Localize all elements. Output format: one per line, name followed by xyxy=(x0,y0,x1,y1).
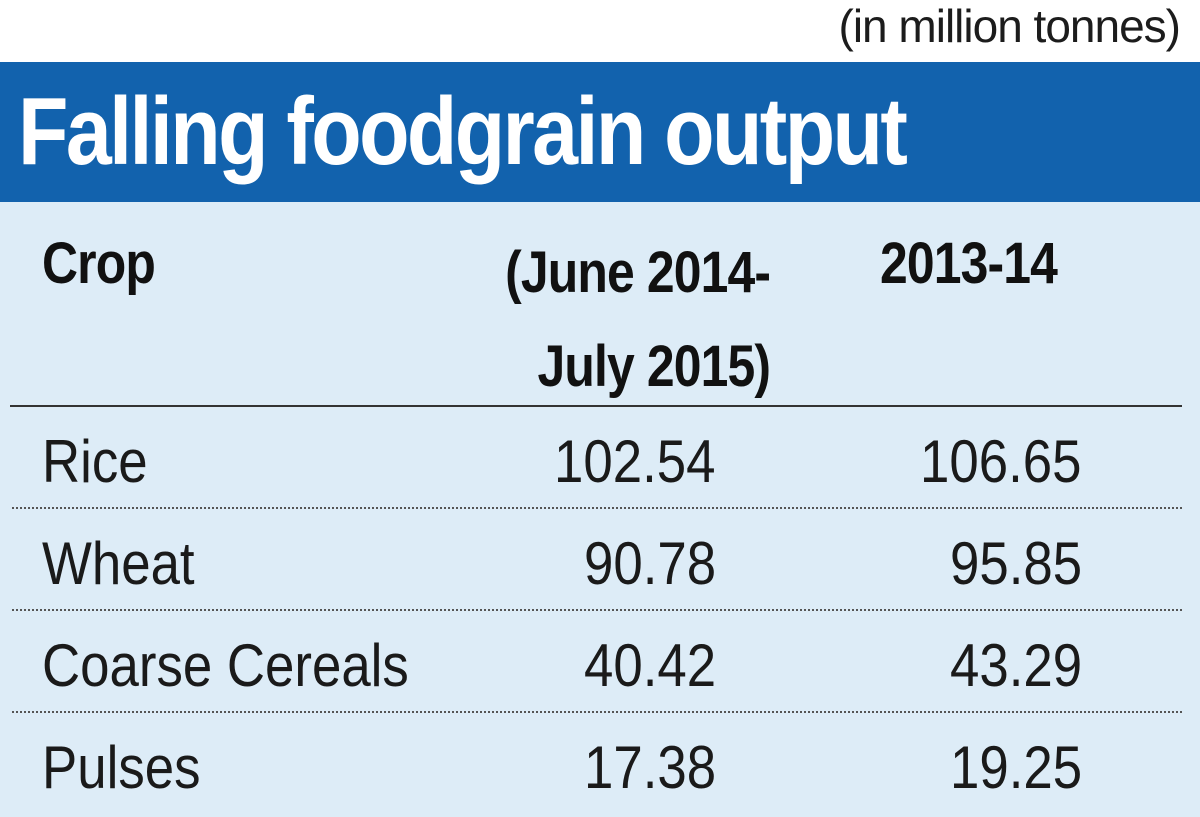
table-row: Wheat 90.78 95.85 xyxy=(0,509,1200,611)
cell-2013-14-value: 19.25 xyxy=(949,734,1082,801)
column-header-crop: Crop xyxy=(42,231,156,296)
cell-2013-14-value: 43.29 xyxy=(949,632,1082,699)
column-header-2014-15: (June 2014- July 2015) xyxy=(504,240,771,399)
header-divider xyxy=(10,405,1182,407)
table-row: Coarse Cereals 40.42 43.29 xyxy=(0,611,1200,713)
cell-crop: Rice xyxy=(42,428,148,495)
chart-title: Falling foodgrain output xyxy=(18,78,908,185)
column-header-2013-14: 2013-14 xyxy=(880,231,1058,296)
cell-crop: Coarse Cereals xyxy=(42,632,409,699)
cell-2014-15-value: 102.54 xyxy=(554,428,716,495)
row-divider xyxy=(12,711,1182,713)
cell-crop: Pulses xyxy=(42,734,201,801)
cell-2014-15-value: 40.42 xyxy=(583,632,716,699)
row-divider xyxy=(12,609,1182,611)
cell-crop: Wheat xyxy=(42,530,195,597)
table-row: Rice 102.54 106.65 xyxy=(0,407,1200,509)
cell-2013-14-value: 106.65 xyxy=(920,428,1082,495)
data-table: Crop (June 2014- July 2015) 2013-14 Rice… xyxy=(0,202,1200,817)
cell-2014-15-value: 17.38 xyxy=(583,734,716,801)
cell-2014-15-value: 90.78 xyxy=(583,530,716,597)
unit-note: (in million tonnes) xyxy=(838,0,1181,52)
table-row: Pulses 17.38 19.25 xyxy=(0,713,1200,815)
cell-2013-14-value: 95.85 xyxy=(949,530,1082,597)
title-bar: Falling foodgrain output xyxy=(0,62,1200,202)
row-divider xyxy=(12,507,1182,509)
